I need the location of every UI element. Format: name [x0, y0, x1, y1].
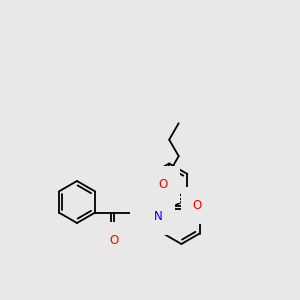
- Text: H: H: [141, 212, 149, 221]
- Text: O: O: [145, 206, 154, 219]
- Text: O: O: [193, 199, 202, 212]
- Text: O: O: [159, 178, 168, 191]
- Text: N: N: [154, 210, 163, 223]
- Text: O: O: [110, 234, 119, 247]
